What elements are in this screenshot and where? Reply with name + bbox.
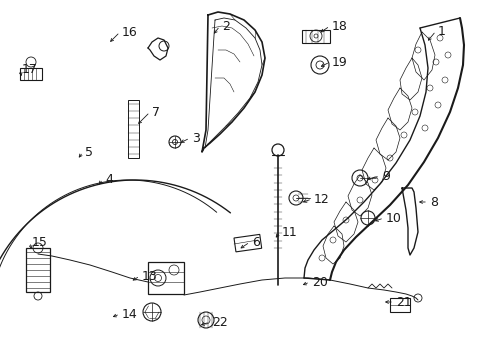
Text: 3: 3 (192, 132, 200, 145)
Text: 5: 5 (85, 146, 93, 159)
Bar (128, 100, 139, 158)
Text: 2: 2 (222, 20, 229, 33)
Bar (26, 248, 50, 292)
Bar (302, 30, 329, 43)
Bar (234, 234, 261, 252)
Text: 8: 8 (429, 196, 437, 209)
Text: 19: 19 (331, 56, 347, 69)
Bar (389, 298, 409, 312)
Text: 10: 10 (385, 212, 401, 225)
Text: 7: 7 (152, 106, 160, 119)
Text: 15: 15 (32, 236, 48, 249)
Text: 1: 1 (437, 25, 445, 38)
Text: 13: 13 (142, 270, 158, 283)
Text: 20: 20 (311, 276, 327, 289)
Bar (148, 262, 183, 294)
Text: 14: 14 (122, 308, 138, 321)
Text: 22: 22 (212, 316, 227, 329)
Text: 6: 6 (251, 236, 259, 249)
Text: 12: 12 (313, 193, 329, 206)
Text: 4: 4 (105, 173, 113, 186)
Text: 9: 9 (381, 170, 389, 183)
Bar (20, 68, 42, 80)
Text: 18: 18 (331, 20, 347, 33)
Text: 11: 11 (282, 226, 297, 239)
Text: 16: 16 (122, 26, 138, 39)
Text: 17: 17 (22, 63, 38, 76)
Text: 21: 21 (395, 296, 411, 309)
